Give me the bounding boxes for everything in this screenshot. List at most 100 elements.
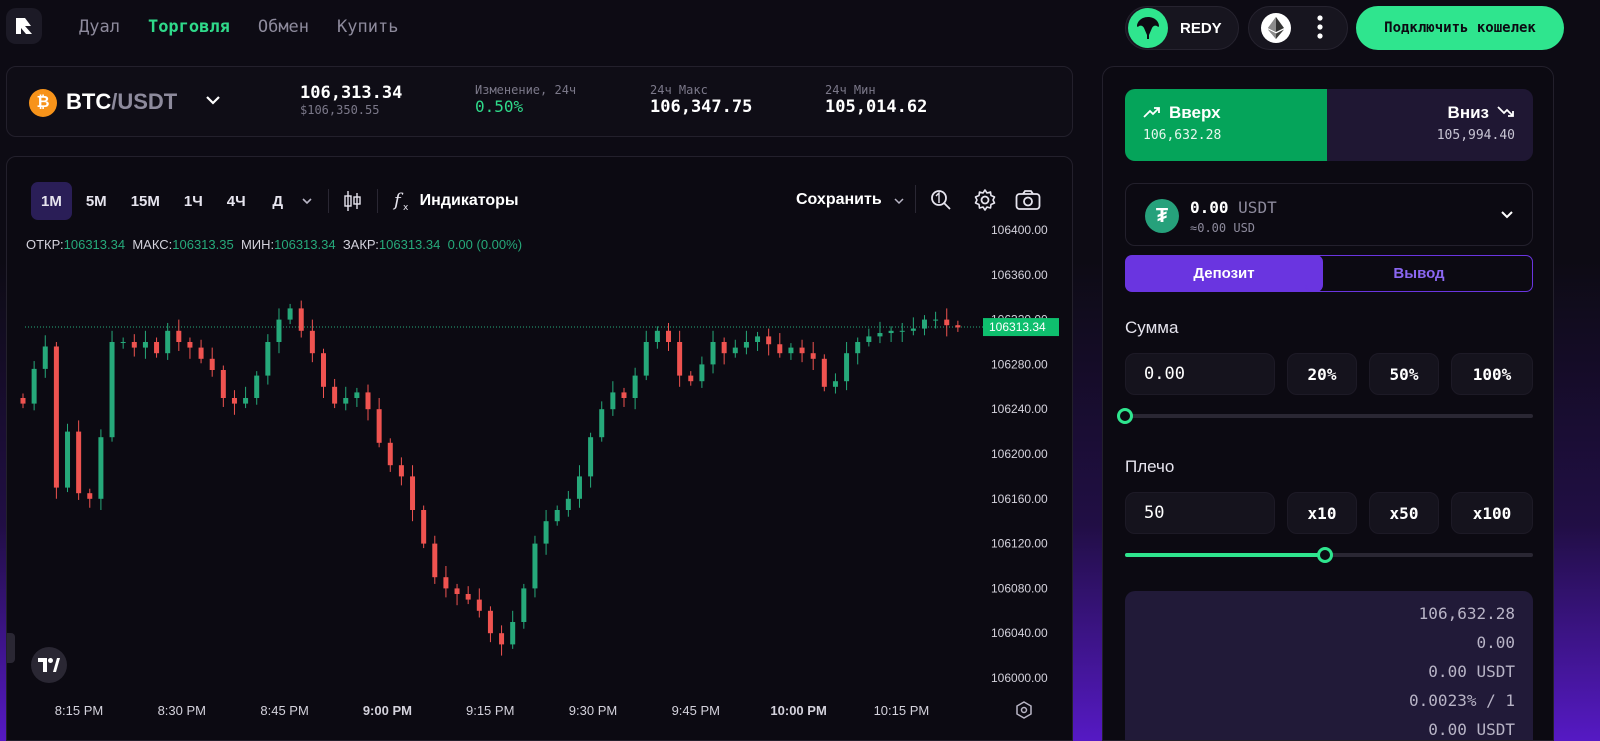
pair-separator: / <box>111 89 118 114</box>
candle-body <box>844 353 850 382</box>
redy-token-label: REDY <box>1180 19 1222 37</box>
candle-body <box>877 333 883 337</box>
candle-body <box>933 319 939 321</box>
chart-toolbar: 1М 5М 15М 1Ч 4Ч Д f x Индикаторы <box>31 181 519 221</box>
leverage-preset-x100[interactable]: x100 <box>1451 492 1533 534</box>
x-tick-label: 9:45 PM <box>672 703 720 718</box>
withdraw-button[interactable]: Вывод <box>1305 255 1533 292</box>
indicators-button[interactable]: Индикаторы <box>419 192 519 209</box>
last-price-usd: $106,350.55 <box>300 103 380 117</box>
nav-item-exchange[interactable]: Обмен <box>257 17 310 37</box>
candle-body <box>755 336 761 342</box>
candle-body <box>243 398 249 404</box>
y-tick-label: 106040.00 <box>991 626 1048 640</box>
timeframe-chevron-icon[interactable] <box>300 194 314 208</box>
ohlc-open-value: 106313.34 <box>63 237 126 252</box>
direction-switch: Вверх 106,632.28 Вниз 105,994.40 <box>1125 89 1533 161</box>
summary-value: 0.00 <box>1476 633 1515 652</box>
drawing-panel-toggle[interactable] <box>7 633 15 663</box>
summary-total: 0.00 USDT <box>1428 720 1515 739</box>
candle-body <box>688 375 694 382</box>
chart-settings-icon[interactable] <box>1015 701 1033 719</box>
chevron-down-icon[interactable] <box>205 92 221 108</box>
y-tick-label: 106080.00 <box>991 581 1048 595</box>
timeframe-1m[interactable]: 1М <box>31 182 72 220</box>
x-tick-label: 10:15 PM <box>874 703 930 718</box>
chevron-down-icon[interactable] <box>1500 208 1514 222</box>
pair-selector[interactable]: BTC/USDT <box>66 89 177 115</box>
svg-text:x: x <box>403 203 409 213</box>
amount-preset-100[interactable]: 100% <box>1451 353 1533 395</box>
candle-body <box>265 342 271 376</box>
x-tick-label: 10:00 PM <box>770 703 826 718</box>
save-chevron-icon[interactable] <box>893 195 905 207</box>
connect-wallet-button[interactable]: Подключить кошелек <box>1356 6 1564 50</box>
direction-down-button[interactable]: Вниз 105,994.40 <box>1327 89 1533 161</box>
candle-body <box>710 342 716 365</box>
top-bar: Дуал Торговля Обмен Купить REDY Подключи… <box>0 0 1600 60</box>
trend-up-icon <box>1143 107 1160 118</box>
amount-preset-20[interactable]: 20% <box>1287 353 1357 395</box>
candle-body <box>432 543 438 578</box>
app-logo[interactable] <box>6 8 42 44</box>
leverage-slider-handle[interactable] <box>1316 547 1333 563</box>
change-24h-label: Изменение, 24ч <box>475 83 577 97</box>
deposit-button[interactable]: Депозит <box>1125 255 1323 292</box>
leverage-input[interactable]: 50 <box>1125 492 1275 534</box>
timeframe-5m[interactable]: 5М <box>85 192 107 210</box>
candle-body <box>554 510 560 522</box>
amount-slider-handle[interactable] <box>1117 408 1133 424</box>
direction-up-button[interactable]: Вверх 106,632.28 <box>1125 89 1327 161</box>
save-button[interactable]: Сохранить <box>796 191 882 208</box>
amount-preset-50[interactable]: 50% <box>1369 353 1439 395</box>
ohlc-high-label: МАКС: <box>132 237 173 252</box>
timeframe-d[interactable]: Д <box>272 192 283 210</box>
leverage-slider-fill <box>1125 553 1325 557</box>
x-tick-label: 9:00 PM <box>363 703 412 718</box>
summary-fee: 0.0023% / 1 <box>1409 691 1515 710</box>
toolbar-divider <box>376 189 378 213</box>
change-24h: Изменение, 24ч 0.50% <box>475 83 576 116</box>
toolbar-divider <box>327 189 329 213</box>
nav-item-dual[interactable]: Дуал <box>79 17 120 37</box>
leverage-slider[interactable] <box>1125 547 1533 563</box>
timeframe-15m[interactable]: 15М <box>130 192 160 210</box>
candle-body <box>187 342 193 348</box>
candle-body <box>766 336 772 345</box>
balance-currency: USDT <box>1238 198 1277 217</box>
more-vertical-icon[interactable] <box>1315 15 1325 39</box>
x-tick-label: 9:30 PM <box>569 703 617 718</box>
candle-body <box>654 330 660 342</box>
camera-icon[interactable] <box>1015 189 1041 211</box>
candle-body <box>666 330 672 342</box>
candle-body <box>398 465 404 477</box>
amount-input[interactable]: 0.00 <box>1125 353 1275 395</box>
y-tick-label: 106200.00 <box>991 447 1048 461</box>
direction-up-price: 106,632.28 <box>1143 128 1222 143</box>
candle-body <box>899 330 905 332</box>
ohlc-low-value: 106313.34 <box>274 237 336 252</box>
settings-gear-icon[interactable] <box>973 188 997 212</box>
indicators-icon[interactable]: f x <box>392 189 414 213</box>
leverage-preset-x10[interactable]: x10 <box>1287 492 1357 534</box>
network-selector[interactable] <box>1248 6 1348 50</box>
quick-search-icon[interactable] <box>929 188 953 212</box>
low-24h: 24ч Мин 105,014.62 <box>825 83 927 117</box>
nav-item-trading[interactable]: Торговля <box>147 17 230 37</box>
nav-item-buy[interactable]: Купить <box>337 17 399 37</box>
candle-body <box>510 622 516 645</box>
candle-body <box>521 588 527 622</box>
candles-icon[interactable] <box>341 189 363 213</box>
candle-body <box>777 344 783 354</box>
timeframe-4h[interactable]: 4Ч <box>226 192 246 210</box>
candlestick-chart[interactable]: 106000.00 106040.00 106080.00 106120.00 1061… <box>7 157 1073 741</box>
timeframe-1h[interactable]: 1Ч <box>183 192 203 210</box>
redy-token-button[interactable]: REDY <box>1125 6 1239 50</box>
leverage-preset-x50[interactable]: x50 <box>1369 492 1439 534</box>
balance-selector[interactable]: ₮ 0.00 USDT ≈0.00 USD <box>1125 183 1533 246</box>
candle-body <box>910 328 916 331</box>
last-price-badge <box>983 318 1059 337</box>
amount-slider[interactable] <box>1117 408 1533 424</box>
tradingview-logo-icon[interactable] <box>31 647 67 683</box>
tether-icon: ₮ <box>1145 199 1179 233</box>
